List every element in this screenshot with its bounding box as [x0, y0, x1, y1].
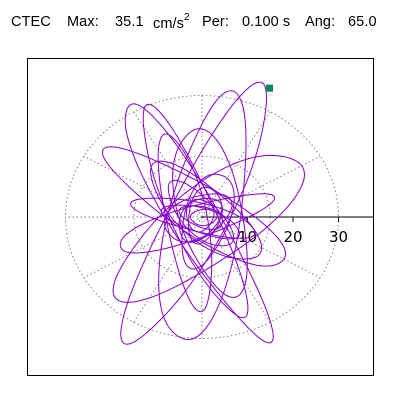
trace-loop: [120, 81, 267, 345]
trace-loop: [185, 198, 215, 233]
hodogram-chart: 10 20 30: [65, 81, 373, 345]
trace-loop: [130, 197, 256, 239]
max-point-marker: [265, 84, 273, 92]
grid-spoke-120: [133, 111, 203, 218]
trace-loop: [189, 208, 219, 227]
max-label: Max:: [67, 14, 99, 30]
motion-trace: [101, 81, 305, 345]
trace-loop: [163, 193, 233, 243]
trace-loop: [157, 133, 213, 313]
station-code: CTEC: [11, 14, 51, 30]
trace-loop: [188, 186, 223, 245]
trace-loop: [158, 90, 247, 340]
grid-spoke-300: [201, 216, 271, 323]
trace-loop: [178, 197, 224, 243]
r-tick-label-20: 20: [283, 228, 302, 246]
r-tick-label-30: 30: [329, 228, 348, 246]
max-unit: cm/s2: [153, 12, 190, 32]
trace-loop: [150, 160, 263, 260]
trace-loop: [181, 173, 235, 270]
period-label: Per:: [202, 14, 229, 30]
grid-spoke-240: [133, 216, 203, 323]
max-unit-exponent: 2: [184, 12, 190, 23]
trace-loop: [172, 128, 248, 298]
angle-value: 65.0: [348, 14, 377, 30]
max-unit-base: cm/s: [153, 15, 185, 32]
plot-header: CTEC Max: 35.1 cm/s2 Per: 0.100 s Ang: 6…: [0, 12, 400, 38]
max-marker-layer: [265, 84, 273, 92]
trace-loop: [101, 146, 287, 267]
r-tick-label-10: 10: [238, 228, 257, 246]
max-value: 35.1: [115, 14, 144, 30]
angle-label: Ang:: [305, 14, 336, 30]
trace-loop: [167, 179, 235, 247]
trace-loop: [112, 154, 305, 303]
trace-loop: [124, 103, 274, 344]
period-value: 0.100 s: [242, 14, 291, 30]
hodogram-plot-frame: 10 20 30: [27, 58, 374, 376]
radial-axis: 10 20 30: [202, 216, 373, 246]
